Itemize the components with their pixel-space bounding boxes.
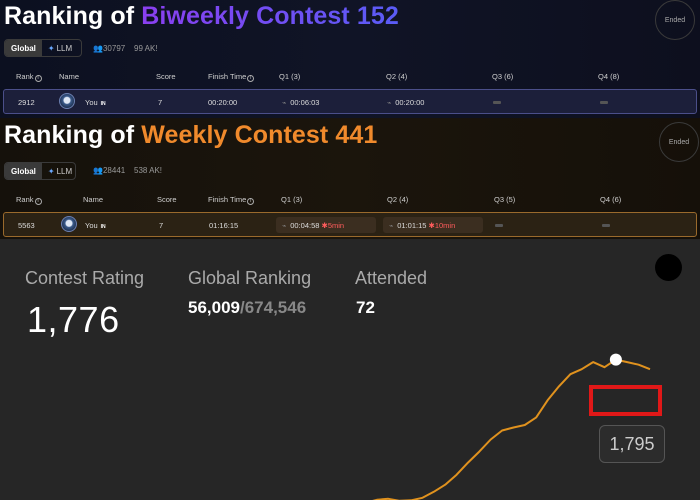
- score-value: 7: [158, 98, 163, 107]
- participants-count: 👥30797: [93, 44, 126, 53]
- ak-count: 538 AK!: [134, 166, 163, 175]
- header-rank: Rank i: [16, 72, 42, 82]
- ak-count: 99 AK!: [134, 44, 158, 53]
- ranking-mode-toggle: Global ✦ LLM: [4, 162, 76, 180]
- q4-unsolved: [600, 101, 608, 104]
- q3-unsolved: [493, 101, 501, 104]
- user-name[interactable]: You IN: [85, 221, 106, 230]
- header-name: Name: [59, 72, 80, 81]
- global-ranking-value: 56,009/674,546: [188, 298, 307, 317]
- q3-unsolved: [495, 224, 503, 227]
- region-badge: IN: [100, 101, 106, 107]
- q4-unsolved: [602, 224, 610, 227]
- contest-rating-label: Contest Rating: [25, 268, 145, 288]
- info-icon: i: [34, 75, 42, 82]
- global-tab[interactable]: Global: [5, 40, 42, 56]
- biweekly-contest-panel: Ranking of Biweekly Contest 152 Ended Gl…: [0, 0, 700, 118]
- q2-time: ⌁ 00:20:00: [387, 98, 425, 107]
- contest-rating-value: 1,776: [27, 299, 120, 340]
- q2-time: ⌁ 01:01:15 ✱10min: [389, 221, 456, 230]
- global-tab[interactable]: Global: [5, 163, 42, 179]
- global-ranking-label: Global Ranking: [188, 268, 312, 288]
- code-icon: ⌁: [282, 223, 287, 230]
- header-q2: Q2 (4): [386, 72, 408, 81]
- highlight-box: [589, 385, 662, 416]
- contest-rating-panel: Contest Rating 1,776 Global Ranking 56,0…: [0, 239, 700, 500]
- chart-tooltip: 1,795: [599, 425, 665, 463]
- q2-penalty: 10min: [434, 221, 456, 230]
- llm-tab[interactable]: ✦ LLM: [47, 166, 73, 176]
- users-icon: 👥: [93, 44, 103, 53]
- rank-value: 2912: [18, 98, 35, 107]
- penalty-icon: ✱: [428, 221, 435, 230]
- users-icon: 👥: [93, 166, 103, 175]
- header-q2: Q2 (4): [387, 195, 409, 204]
- code-icon: ⌁: [282, 100, 287, 107]
- q1-time: ⌁ 00:04:58 ✱5min: [282, 221, 345, 230]
- score-value: 7: [159, 221, 164, 230]
- header-q1: Q1 (3): [281, 195, 303, 204]
- info-icon: i: [247, 75, 255, 82]
- q1-penalty: 5min: [327, 221, 345, 230]
- attended-value: 72: [356, 298, 375, 317]
- llm-tab[interactable]: ✦ LLM: [47, 43, 73, 53]
- header-score: Score: [156, 72, 176, 81]
- code-icon: ⌁: [387, 100, 392, 107]
- header-rank: Rank i: [16, 195, 42, 205]
- table-row[interactable]: 5563 You IN 7 01:16:15 ⌁ 00:04:58 ✱5min ⌁ 0…: [3, 212, 697, 237]
- ranking-mode-toggle: Global ✦ LLM: [4, 39, 82, 57]
- header-q1: Q1 (3): [279, 72, 301, 81]
- weekly-contest-panel: Ranking of Weekly Contest 441 Ended Glob…: [0, 118, 700, 239]
- avatar[interactable]: [61, 216, 77, 232]
- header-finish-time: Finish Time i: [208, 72, 255, 82]
- page-title: Ranking of Biweekly Contest 152: [4, 2, 399, 30]
- info-icon: i: [247, 198, 255, 205]
- rank-value: 5563: [18, 221, 35, 230]
- avatar[interactable]: [59, 93, 75, 109]
- header-finish-time: Finish Time i: [208, 195, 255, 205]
- code-icon: ⌁: [389, 223, 394, 230]
- header-name: Name: [83, 195, 104, 204]
- header-q3: Q3 (5): [494, 195, 516, 204]
- header-q4: Q4 (6): [600, 195, 622, 204]
- q1-time: ⌁ 00:06:03: [282, 98, 320, 107]
- sparkle-icon: ✦: [47, 43, 55, 53]
- info-icon: i: [34, 198, 42, 205]
- header-q4: Q4 (8): [598, 72, 620, 81]
- user-name[interactable]: You IN: [85, 98, 106, 107]
- finish-time-value: 01:16:15: [209, 221, 239, 230]
- finish-time-value: 00:20:00: [208, 98, 238, 107]
- header-score: Score: [157, 195, 177, 204]
- sparkle-icon: ✦: [47, 166, 55, 176]
- q1-cell: [276, 217, 376, 233]
- status-badge: Ended: [655, 0, 695, 40]
- dark-circle: [655, 254, 682, 281]
- table-row[interactable]: 2912 You IN 7 00:20:00 ⌁ 00:06:03 ⌁ 00:20:0…: [3, 89, 697, 114]
- attended-label: Attended: [355, 268, 428, 288]
- status-badge: Ended: [659, 122, 699, 162]
- q2-cell: [383, 217, 483, 233]
- penalty-icon: ✱: [321, 221, 328, 230]
- page-title: Ranking of Weekly Contest 441: [4, 121, 378, 149]
- region-badge: IN: [100, 224, 106, 230]
- participants-count: 👥28441: [93, 166, 126, 175]
- header-q3: Q3 (6): [492, 72, 514, 81]
